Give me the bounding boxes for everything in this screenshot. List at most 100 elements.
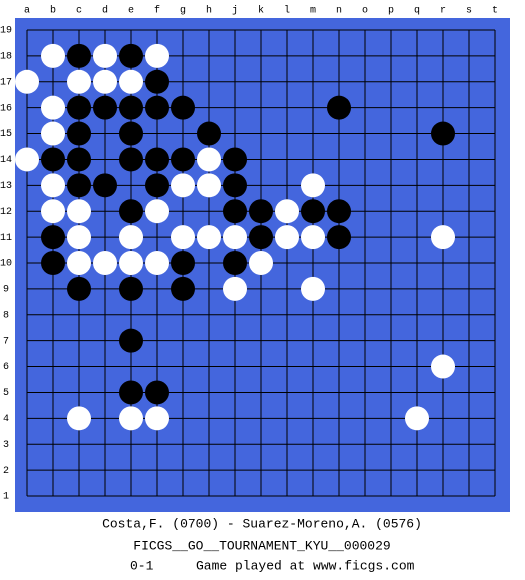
row-label: 9 [3,285,9,296]
stone [223,199,247,224]
stone [67,225,91,250]
stone [327,199,351,224]
stone [197,173,221,198]
column-label: s [466,6,472,17]
stone [301,225,325,250]
row-label: 18 [0,52,12,63]
stone [171,225,195,250]
stone [93,173,117,198]
stone [431,121,455,146]
row-label: 16 [0,103,12,114]
column-label: m [310,6,316,17]
stone [119,406,143,431]
stone [93,95,117,120]
column-label: q [414,6,420,17]
stone [145,199,169,224]
stone [431,225,455,250]
row-label: 12 [0,207,12,218]
stone [197,225,221,250]
stone [67,251,91,275]
column-label: d [102,5,108,17]
stone [145,69,169,94]
stone [93,69,117,94]
stone [145,406,169,431]
stone [301,276,325,301]
stone [41,147,65,172]
stone [67,173,91,198]
stone [41,43,65,68]
stone [67,95,91,120]
stone [145,147,169,172]
stone [249,251,273,275]
column-label: c [76,6,82,17]
column-label: f [154,5,160,17]
stone [145,251,169,275]
row-label: 17 [0,77,12,88]
stone [431,354,455,379]
column-label: k [258,5,264,17]
stone [145,43,169,68]
stone [41,121,65,146]
stone [119,43,143,68]
stone [67,276,91,301]
stone [119,251,143,275]
column-label: t [492,6,498,17]
row-label: 10 [0,259,12,270]
stone [223,173,247,198]
stone [67,43,91,68]
stone [145,95,169,120]
stone [41,225,65,250]
column-label: g [180,6,186,17]
stone [41,251,65,275]
stone [119,147,143,172]
row-label: 7 [3,336,9,347]
stone [275,199,299,224]
column-label: l [284,5,290,17]
stone [223,251,247,275]
row-label: 14 [0,155,12,166]
stone [41,95,65,120]
tournament: FICGS__GO__TOURNAMENT_KYU__000029 [133,538,390,553]
row-label: 8 [3,310,9,321]
stone [171,95,195,120]
stone [67,199,91,224]
stone [301,173,325,198]
stone [67,69,91,94]
stone [249,199,273,224]
stone [197,121,221,146]
note: Game played at www.ficgs.com [196,558,415,573]
stone [197,147,221,172]
column-label: r [440,6,446,17]
stone [145,173,169,198]
stone [67,147,91,172]
column-label: h [206,5,212,17]
stone [67,121,91,146]
column-label: a [24,6,30,17]
row-label: 15 [0,129,12,140]
stone [405,406,429,431]
stone [67,406,91,431]
stone [275,225,299,250]
coordinate-labels: a b c d e f g h j k l m n o p q r s t191817161514131211109… [0,5,498,503]
column-label: b [50,5,56,17]
stone [41,173,65,198]
row-label: 13 [0,181,12,192]
stone [223,276,247,301]
row-label: 3 [3,440,9,451]
stone [119,199,143,224]
stone [119,380,143,405]
row-label: 6 [3,362,9,373]
stone [119,69,143,94]
row-label: 11 [0,233,12,244]
stone [15,147,39,172]
row-label: 1 [3,492,9,503]
column-label: p [388,6,394,17]
row-label: 2 [3,466,9,477]
stone [145,380,169,405]
stone [301,199,325,224]
stone [223,147,247,172]
stones [15,43,455,431]
stone [119,95,143,120]
stone [119,328,143,353]
